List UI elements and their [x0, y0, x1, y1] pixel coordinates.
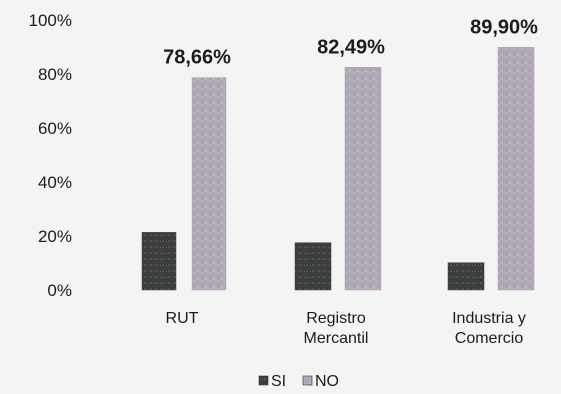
bar-si: [447, 262, 485, 291]
bar-no: [344, 67, 382, 291]
y-tick-label: 100%: [29, 11, 72, 30]
y-tick-label: 20%: [38, 227, 72, 246]
legend: SI NO: [258, 373, 339, 390]
legend-swatch-no: [302, 375, 313, 386]
x-category-label: Industria y Comercio: [452, 310, 526, 347]
legend-label-no: NO: [315, 373, 339, 390]
bar-si: [294, 242, 332, 291]
y-tick-label: 40%: [38, 173, 72, 192]
bars: [141, 47, 535, 291]
x-axis: RUT Registro Mercantil Industria y Comercio: [166, 310, 526, 347]
y-tick-label: 60%: [38, 119, 72, 138]
y-tick-label: 0%: [47, 281, 72, 300]
data-labels: 78,66% 82,49% 89,90%: [163, 16, 538, 68]
legend-swatch-si: [258, 375, 269, 386]
x-category-label: Registro Mercantil: [304, 310, 369, 347]
x-category-label: RUT: [166, 310, 199, 327]
y-axis: 0% 20% 40% 60% 80% 100%: [29, 11, 72, 300]
y-tick-label: 80%: [38, 65, 72, 84]
bar-no: [191, 77, 227, 291]
bar-no: [497, 47, 535, 291]
bar-si: [141, 232, 177, 291]
legend-label-si: SI: [271, 373, 286, 390]
data-label: 89,90%: [470, 16, 538, 38]
data-label: 82,49%: [317, 36, 385, 58]
data-label: 78,66%: [163, 47, 231, 69]
